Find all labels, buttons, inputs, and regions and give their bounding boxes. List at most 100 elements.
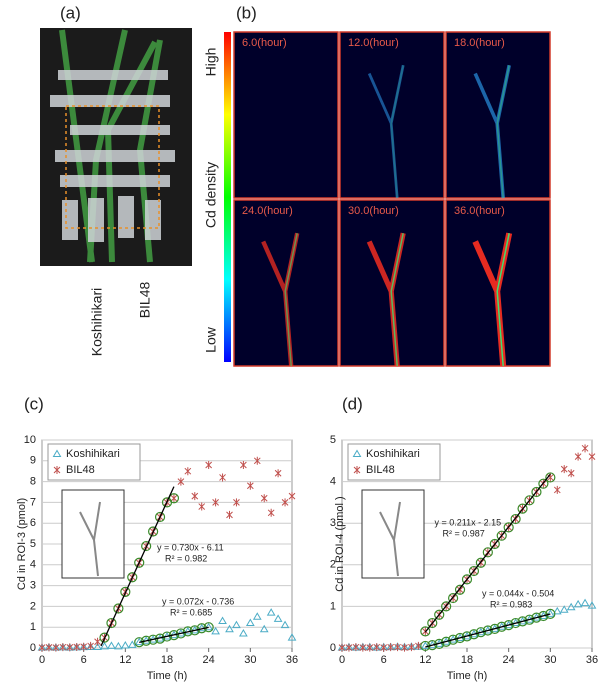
point [114, 641, 123, 650]
fit-point-circle [503, 620, 514, 631]
frame-time: 30.0(hour) [348, 205, 399, 217]
fit-r2: R² = 0.685 [170, 608, 212, 618]
fit-point-circle [106, 617, 117, 629]
panel-label: (a) [60, 3, 81, 22]
inset-image [61, 489, 125, 579]
fit-point-circle [154, 511, 166, 523]
point [266, 608, 276, 616]
y-axis-label: Cd in ROI-3 (pmol) [16, 498, 28, 590]
legend [47, 443, 141, 481]
fit-point-circle [99, 632, 110, 643]
point [45, 643, 53, 652]
y-tick-label: 3 [30, 580, 36, 592]
fit-point-circle [531, 486, 542, 498]
point [456, 585, 464, 594]
fit-point-circle [461, 631, 473, 642]
fit-point-circle [468, 629, 480, 640]
fit-point-circle [517, 616, 528, 627]
plant-signal [390, 233, 404, 367]
fit-point-circle [510, 513, 521, 525]
point [581, 444, 589, 453]
fit-point-circle [454, 584, 466, 595]
point [218, 616, 227, 624]
plant-signal [473, 64, 511, 199]
point [211, 626, 220, 635]
fit-point-circle [482, 625, 493, 636]
legend-label: BIL48 [66, 464, 95, 476]
x-tick-label: 30 [244, 654, 256, 666]
fit-point-circle [434, 609, 445, 620]
point [120, 641, 130, 649]
fit-point-circle [168, 630, 180, 641]
legend-label: Koshihikari [66, 448, 120, 460]
point [387, 643, 394, 652]
point [94, 637, 101, 646]
point [253, 456, 261, 465]
inset-plant [79, 501, 101, 577]
y-tick-label: 0 [330, 642, 336, 654]
x-tick-label: 6 [81, 654, 87, 666]
fit-point-circle [141, 635, 152, 646]
panel-label: (d) [342, 394, 363, 413]
fit-point-circle [482, 547, 493, 558]
point [107, 641, 116, 649]
point [246, 481, 254, 490]
plant-signal [284, 233, 298, 367]
point [281, 498, 289, 507]
y-tick-label: 4 [330, 476, 336, 488]
point [219, 473, 226, 482]
point [204, 622, 214, 631]
point [373, 643, 381, 652]
point [59, 643, 67, 652]
y-tick-label: 5 [30, 538, 36, 550]
color-bar [224, 32, 231, 362]
fit-point-circle [434, 638, 445, 649]
fit-equation: y = 0.730x - 6.11 [157, 543, 224, 553]
point [38, 643, 46, 652]
point [226, 510, 233, 519]
point [239, 628, 248, 637]
legend-label: Koshihikari [366, 448, 420, 460]
fit-point-circle [420, 626, 431, 637]
point [240, 460, 247, 469]
x-tick-label: 36 [586, 654, 598, 666]
point [170, 494, 178, 503]
fit-point-circle [538, 610, 549, 622]
y-tick-label: 9 [30, 455, 36, 467]
cd-frame [233, 31, 339, 199]
legend [347, 443, 441, 481]
y-tick-label: 1 [30, 621, 36, 633]
y-tick-label: 10 [24, 434, 36, 446]
fit-point-circle [134, 637, 145, 648]
fit-point-circle [427, 617, 438, 629]
point [408, 643, 415, 652]
point [197, 623, 207, 632]
y-tick-label: 5 [330, 434, 336, 446]
point [560, 465, 568, 474]
legend-marker [352, 449, 362, 457]
frame-time: 12.0(hour) [348, 37, 399, 49]
fit-point-circle [503, 522, 514, 533]
legend-marker [53, 466, 61, 474]
fit-point-circle [524, 614, 535, 625]
point [66, 643, 74, 652]
point [274, 469, 282, 478]
panel-label: (c) [24, 394, 44, 413]
point [93, 642, 102, 650]
legend-marker [52, 449, 62, 457]
fit-line [139, 626, 209, 643]
legend-marker [353, 466, 361, 474]
fit-point-circle [496, 530, 507, 541]
x-axis-label: Time (h) [447, 670, 488, 682]
fit-point-circle [448, 592, 459, 604]
fit-point-circle [489, 538, 500, 550]
x-tick-label: 18 [461, 654, 473, 666]
fit-point-circle [161, 631, 173, 642]
point [580, 598, 590, 607]
point [127, 640, 137, 648]
point [420, 641, 430, 649]
y-tick-label: 4 [30, 559, 36, 571]
y-tick-label: 0 [30, 642, 36, 654]
point [352, 643, 360, 652]
fit-point-circle [510, 617, 521, 629]
